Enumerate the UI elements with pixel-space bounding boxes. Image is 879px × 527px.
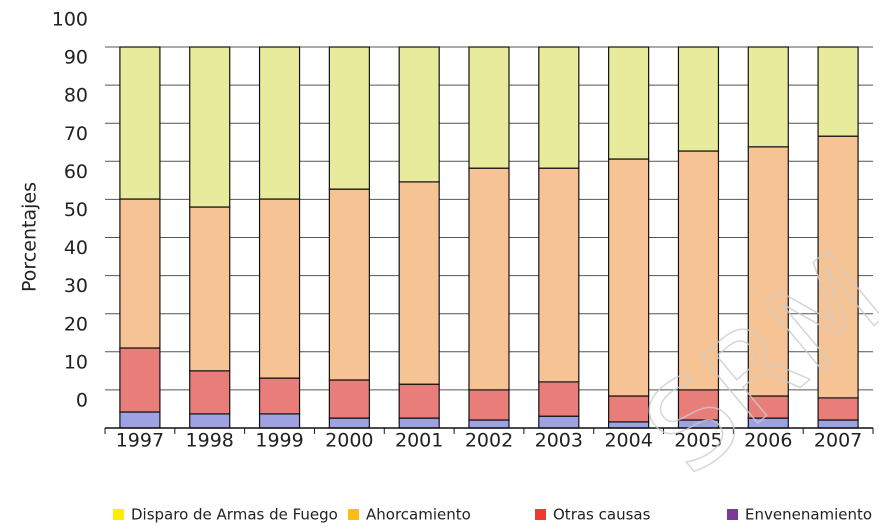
x-tick-label: 1999: [255, 430, 303, 452]
bar-segment: [258, 46, 301, 200]
bar-segment: [538, 415, 580, 429]
bar-segment: [747, 46, 789, 148]
x-tick-label: 2000: [325, 430, 373, 452]
y-tick-label: 80: [64, 85, 88, 107]
x-tick-label: 2002: [465, 430, 513, 452]
bar-segment: [468, 389, 510, 421]
bar-segment: [817, 135, 859, 399]
bar-segment: [538, 381, 580, 417]
bar-segment: [258, 377, 301, 415]
y-tick-label: 0: [76, 390, 88, 412]
x-tick-label: 2001: [395, 430, 443, 452]
y-tick-label: 100: [52, 9, 88, 31]
bar-segment: [189, 206, 231, 372]
bar-segment: [328, 417, 370, 429]
y-tick-label: 20: [64, 313, 88, 335]
y-tick-label: 10: [64, 351, 88, 373]
bar-segment: [119, 198, 161, 349]
bar-segment: [608, 46, 650, 160]
bar-segment: [468, 46, 510, 169]
x-tick-label: 2006: [744, 430, 792, 452]
bar-segment: [258, 198, 301, 379]
bar-segment: [398, 417, 440, 429]
bar-segment: [328, 188, 370, 381]
bar-segment: [119, 46, 161, 200]
bar-segment: [189, 46, 231, 208]
bar-segment: [328, 379, 370, 419]
y-tick-label: 70: [64, 123, 88, 145]
legend-label: Ahorcamiento: [366, 506, 471, 524]
bar-segment: [119, 347, 161, 413]
bar-segment: [677, 46, 720, 152]
y-tick-label: 90: [64, 47, 88, 69]
y-tick-label: 60: [64, 161, 88, 183]
bar-segment: [258, 413, 301, 429]
bar-segment: [189, 370, 231, 415]
bar-segment: [328, 46, 370, 190]
x-tick-label: 2004: [604, 430, 652, 452]
bar-segment: [398, 383, 440, 419]
y-tick-label: 50: [64, 199, 88, 221]
x-tick-label: 2003: [535, 430, 583, 452]
legend-swatch: [727, 509, 738, 520]
bar-segment: [398, 46, 440, 183]
bar-segment: [398, 181, 440, 385]
bar-segment: [468, 419, 510, 429]
x-tick-label: 1998: [186, 430, 234, 452]
bar-segment: [817, 419, 859, 429]
legend-swatch: [348, 509, 359, 520]
bar-segment: [677, 389, 720, 421]
legend-label: Disparo de Armas de Fuego: [131, 506, 338, 524]
bar-segment: [538, 46, 580, 169]
bar-segment: [189, 413, 231, 429]
x-tick-label: 2005: [674, 430, 722, 452]
bar-segment: [817, 46, 859, 137]
legend-swatch: [535, 509, 546, 520]
legend-swatch: [113, 509, 124, 520]
y-tick-label: 30: [64, 275, 88, 297]
x-tick-label: 1997: [116, 430, 164, 452]
bar-segment: [538, 167, 580, 383]
bar-segment: [119, 411, 161, 429]
legend-label: Envenenamiento: [745, 506, 872, 524]
legend-label: Otras causas: [553, 506, 651, 524]
x-tick-label: 2007: [814, 430, 862, 452]
y-tick-label: 40: [64, 237, 88, 259]
bar-segment: [608, 158, 650, 397]
bar-segment: [468, 167, 510, 391]
bar-segment: [677, 150, 720, 391]
bar-segment: [747, 146, 789, 397]
y-axis-label: Porcentajes: [19, 182, 41, 292]
